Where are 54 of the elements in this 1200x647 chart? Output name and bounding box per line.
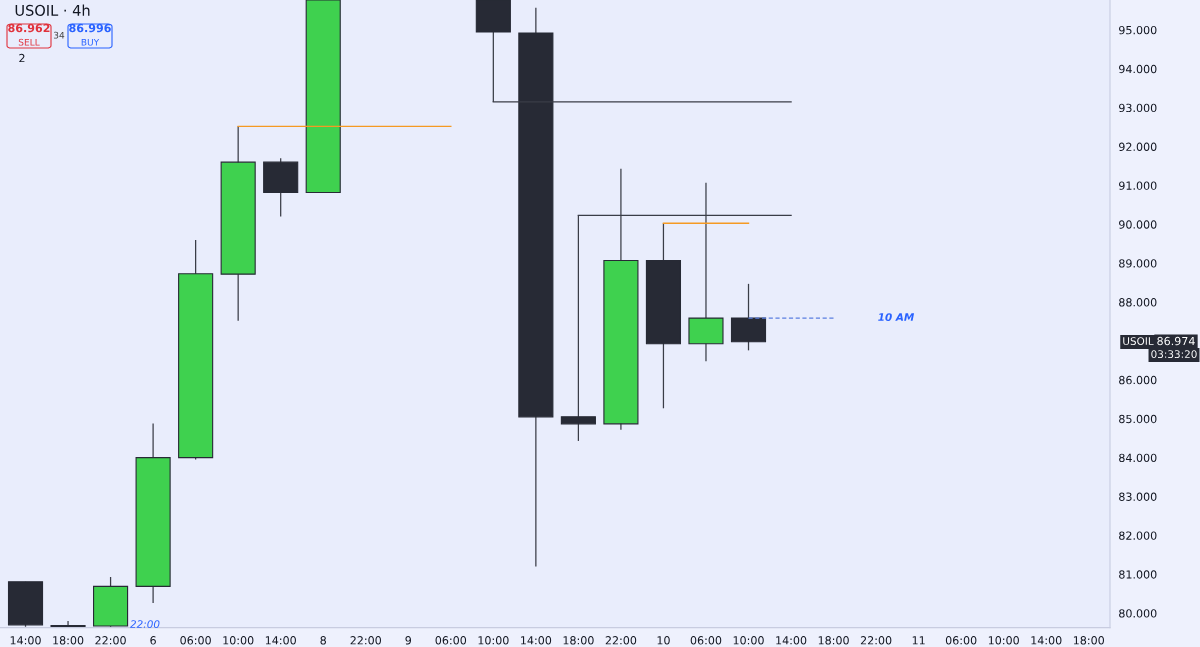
y-tick-label: 81.000: [1119, 570, 1157, 579]
x-tick-label: 10:00: [223, 636, 254, 645]
x-tick-label: 22:00: [605, 636, 637, 645]
x-tick-label: 14:00: [776, 636, 807, 645]
text: 03:33:20: [1151, 350, 1197, 359]
x-tick-label: 8: [320, 636, 326, 645]
x-tick-label: 06:00: [435, 636, 467, 645]
x-tick-label: 06:00: [690, 636, 722, 645]
y-tick-label: 82.000: [1119, 531, 1157, 540]
annotation: 10 AM: [878, 313, 915, 322]
annotation: 86.996: [69, 23, 111, 33]
x-tick-label: 10:00: [988, 636, 1019, 645]
annotation: BUY: [81, 38, 100, 46]
x-tick-label: 10:00: [733, 636, 764, 645]
y-tick-label: 90.000: [1119, 220, 1157, 229]
y-tick-label: 83.000: [1119, 492, 1157, 501]
y-tick-label: 91.000: [1119, 181, 1157, 190]
y-tick-label: 88.000: [1119, 298, 1157, 307]
x-tick-label: 9: [405, 636, 412, 645]
y-tick-label: 80.000: [1119, 609, 1157, 618]
annotation: 34: [53, 31, 65, 39]
x-tick-label: 14:00: [265, 636, 296, 645]
text: 86.974: [1157, 336, 1195, 346]
text: USOIL: [1123, 337, 1154, 346]
x-tick-label: 18:00: [818, 636, 849, 645]
x-tick-label: 06:00: [180, 636, 211, 645]
y-tick-label: 94.000: [1119, 64, 1157, 74]
x-tick-label: 18:00: [1073, 636, 1105, 645]
y-tick-label: 86.000: [1119, 375, 1157, 385]
y-tick-label: 89.000: [1119, 259, 1157, 268]
x-tick-label: 22:00: [350, 636, 382, 645]
y-tick-label: 93.000: [1119, 103, 1157, 113]
x-tick-label: 18:00: [563, 636, 594, 645]
y-tick-label: 92.000: [1119, 142, 1157, 151]
annotation: SELL: [18, 38, 40, 46]
x-tick-label: 10: [657, 636, 670, 645]
x-tick-label: 14:00: [1031, 636, 1062, 645]
annotation: 2: [19, 53, 25, 63]
x-tick-label: 10:00: [478, 636, 509, 645]
annotation: 86.962: [8, 23, 50, 33]
x-tick-label: 06:00: [945, 636, 977, 645]
y-tick-label: 95.000: [1119, 25, 1157, 35]
x-tick-label: 22:00: [95, 636, 126, 645]
chart-title: USOIL · 4h: [15, 4, 90, 16]
x-tick-label: 14:00: [10, 636, 41, 645]
x-tick-label: 18:00: [53, 636, 84, 645]
x-tick-label: 22:00: [860, 636, 892, 645]
annotation: 22:00: [130, 620, 160, 629]
x-tick-label: 14:00: [521, 636, 552, 645]
candlestick: [50, 620, 86, 628]
y-tick-label: 84.000: [1119, 453, 1157, 463]
x-tick-label: 11: [912, 636, 925, 645]
x-tick-label: 6: [150, 636, 156, 645]
y-tick-label: 85.000: [1119, 414, 1157, 424]
